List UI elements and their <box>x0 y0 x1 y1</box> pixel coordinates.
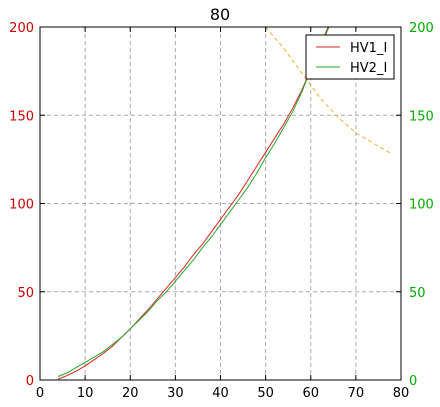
x-tick-label: 40 <box>212 386 229 401</box>
x-tick-label: 60 <box>302 386 319 401</box>
y-tick-label-left: 0 <box>26 374 34 389</box>
legend-label: HV2_I <box>350 61 387 76</box>
x-tick-label: 50 <box>257 386 274 401</box>
y-tick-label-right: 200 <box>409 21 434 36</box>
y-tick-label-right: 150 <box>409 109 434 124</box>
chart-title: 80 <box>210 5 230 24</box>
ticks-layer: 0 10 20 30 40 50 60 70 8005010015020005010015020… <box>9 21 434 401</box>
legend: HV1_I HV2_I <box>305 34 395 80</box>
x-tick-label: 30 <box>167 386 184 401</box>
series-layer <box>57 27 393 380</box>
series-line-hv1-i <box>57 27 330 380</box>
series-line-dashed <box>265 27 393 155</box>
x-tick-label: 10 <box>77 386 94 401</box>
x-tick-label: 70 <box>348 386 365 401</box>
x-tick-label: 80 <box>393 386 410 401</box>
legend-box <box>305 34 395 80</box>
y-tick-label-left: 200 <box>9 21 34 36</box>
y-tick-label-right: 100 <box>409 198 434 213</box>
series-line-hv2-i <box>57 27 329 377</box>
x-tick-label: 0 <box>36 386 44 401</box>
y-tick-label-left: 50 <box>17 286 34 301</box>
x-tick-label: 20 <box>122 386 139 401</box>
grid-layer <box>40 27 401 380</box>
y-tick-label-left: 150 <box>9 109 34 124</box>
y-tick-label-right: 50 <box>409 286 426 301</box>
legend-label: HV1_I <box>350 41 387 56</box>
y-tick-label-left: 100 <box>9 198 34 213</box>
y-tick-label-right: 0 <box>409 374 417 389</box>
